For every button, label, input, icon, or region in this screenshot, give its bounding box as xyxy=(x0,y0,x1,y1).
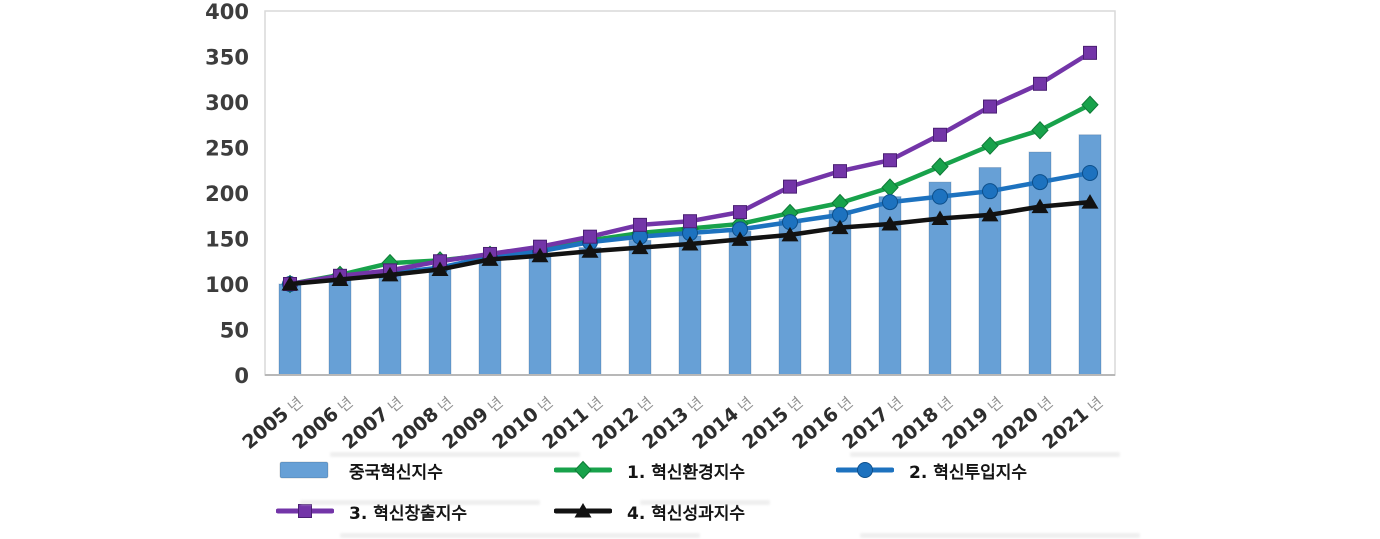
y-axis-tick-label: 400 xyxy=(205,0,249,24)
diamond-marker xyxy=(574,460,592,480)
triangle-marker xyxy=(574,503,592,518)
diamond-marker xyxy=(931,157,949,176)
triangle-marker xyxy=(531,247,549,263)
circle-marker xyxy=(857,462,873,478)
bar-2012 xyxy=(628,239,652,376)
square-marker xyxy=(883,153,897,168)
triangle-marker xyxy=(831,219,849,235)
y-axis-tick-label: 100 xyxy=(205,273,249,297)
y-axis-tick-label: 50 xyxy=(220,319,249,343)
triangle-marker xyxy=(381,266,399,282)
triangle-marker xyxy=(881,215,899,231)
square-marker xyxy=(583,229,597,244)
y-axis-tick-label: 350 xyxy=(205,46,249,70)
legend-bar-swatch xyxy=(279,461,329,479)
legend-triangle-swatch xyxy=(554,503,612,518)
artifact-smudge xyxy=(860,533,1140,538)
circle-marker xyxy=(1032,174,1048,191)
chart-legend: 중국혁신지수 1. 혁신환경지수 2. 혁신투입지수 3. 혁신창출지수 4. 혁신성과… xyxy=(276,456,1136,525)
legend-label: 중국혁신지수 xyxy=(349,462,443,483)
square-marker xyxy=(683,214,697,229)
y-axis-tick-label: 0 xyxy=(234,364,249,388)
square-marker xyxy=(633,217,647,232)
bar-2014 xyxy=(728,230,752,376)
diamond-marker xyxy=(1081,95,1099,114)
diamond-marker xyxy=(981,136,999,155)
triangle-marker xyxy=(931,210,949,225)
legend-label: 2. 혁신투입지수 xyxy=(909,462,1028,483)
triangle-marker xyxy=(1081,194,1099,209)
square-marker xyxy=(298,504,312,518)
legend-item-0: 중국혁신지수 xyxy=(276,456,554,484)
legend-item-4: 4. 혁신성과지수 xyxy=(554,497,836,525)
triangle-marker xyxy=(981,206,999,222)
bar-2013 xyxy=(678,235,702,376)
bar-2016 xyxy=(828,209,852,376)
y-axis-tick-label: 300 xyxy=(205,91,249,115)
bar-2008 xyxy=(428,268,452,376)
triangle-marker xyxy=(331,271,349,286)
square-marker xyxy=(1083,45,1097,60)
bar-2009 xyxy=(478,259,502,376)
triangle-marker xyxy=(781,226,799,242)
bar-2006 xyxy=(328,278,352,376)
triangle-marker xyxy=(681,235,699,251)
bar-2015 xyxy=(778,218,802,376)
square-marker xyxy=(933,127,947,142)
bar-2011 xyxy=(578,247,602,376)
legend-item-2: 2. 혁신투입지수 xyxy=(836,456,1136,484)
legend-diamond-swatch xyxy=(554,460,612,480)
bar-2005 xyxy=(278,283,302,376)
legend-label: 4. 혁신성과지수 xyxy=(627,503,746,524)
artifact-smudge xyxy=(340,533,700,538)
triangle-marker xyxy=(481,251,499,266)
legend-label: 1. 혁신환경지수 xyxy=(627,462,746,483)
square-marker xyxy=(733,205,747,220)
y-axis-tick-label: 250 xyxy=(205,137,249,161)
bar-2007 xyxy=(378,272,402,376)
square-marker xyxy=(1033,76,1047,91)
circle-marker xyxy=(982,183,998,200)
legend-label: 3. 혁신창출지수 xyxy=(349,503,468,524)
legend-square-swatch xyxy=(276,504,334,518)
y-axis-tick-label: 200 xyxy=(205,182,249,206)
triangle-marker xyxy=(731,231,749,246)
triangle-marker xyxy=(581,243,599,258)
square-marker xyxy=(983,99,997,114)
y-axis-tick-label: 150 xyxy=(205,228,249,252)
circle-marker xyxy=(932,188,948,205)
triangle-marker xyxy=(431,261,449,276)
diamond-marker xyxy=(1031,120,1049,140)
triangle-marker xyxy=(631,239,649,255)
bar-2010 xyxy=(528,254,552,376)
circle-marker xyxy=(1082,164,1098,181)
diamond-marker xyxy=(881,178,899,197)
legend-circle-swatch xyxy=(836,462,894,478)
square-marker xyxy=(783,179,797,194)
legend-item-3: 3. 혁신창출지수 xyxy=(276,497,554,525)
legend-item-1: 1. 혁신환경지수 xyxy=(554,456,836,484)
legend-bar-swatch-rect xyxy=(279,461,329,479)
triangle-marker xyxy=(281,276,299,291)
square-marker xyxy=(833,164,847,179)
triangle-marker xyxy=(1031,198,1049,214)
circle-marker xyxy=(882,194,898,211)
